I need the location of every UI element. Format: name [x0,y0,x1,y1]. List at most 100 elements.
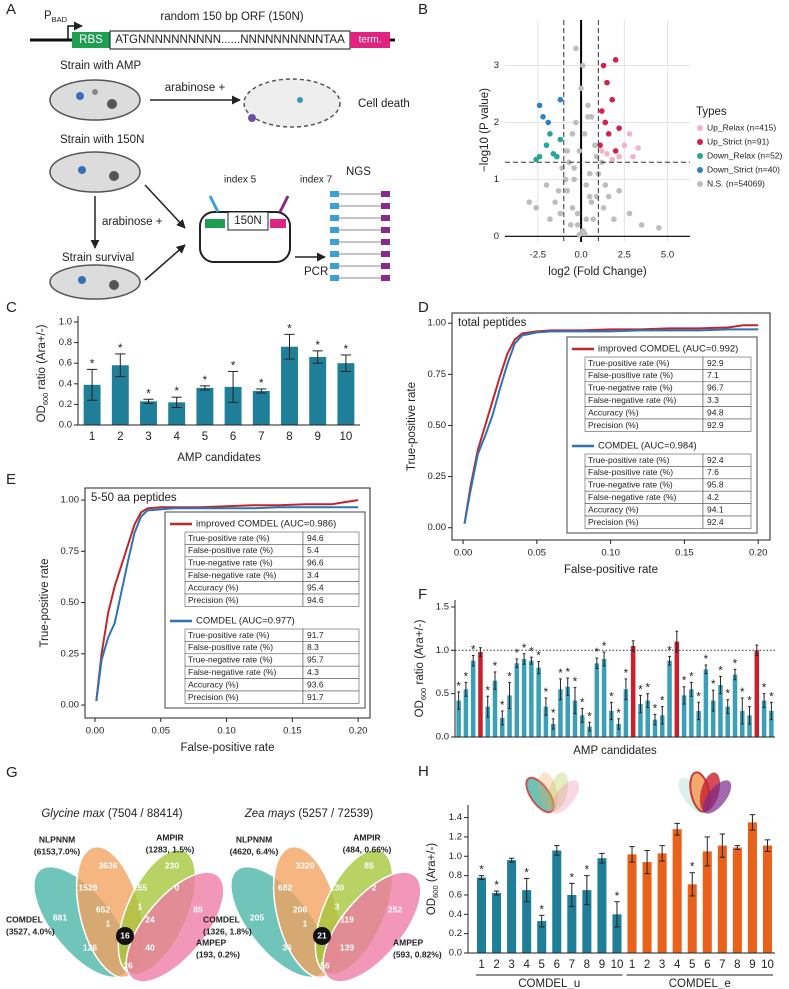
title-part: (5257 / 72539) [295,808,373,820]
bar [252,391,270,425]
table-row-label: True-positive rate (%) [588,358,670,368]
bar [550,723,556,737]
bar [477,877,487,953]
cell-dot [92,89,98,95]
venn-title: Zea mays (5257 / 72539) [244,808,374,820]
curve [95,506,359,702]
y-axis-label: True-positive rate [39,558,51,647]
y-tick-label: 0.00 [428,522,447,533]
bar [522,890,532,953]
significance-mark: * [287,323,292,335]
region-count: 3 [335,901,340,911]
table-row-label: Accuracy (%) [588,504,639,514]
point [583,182,590,188]
point [609,156,615,163]
bar [507,860,517,953]
x-tick-label: 3 [145,431,151,443]
point [605,131,612,137]
venn-core [116,927,134,945]
x-tick-label: 5 [689,959,695,971]
region-count: 652 [96,904,110,914]
point [526,199,533,205]
table-value: 94.6 [307,595,324,605]
point [533,156,539,163]
legend-title: Types [696,106,727,118]
legend-label: Down_Strict (n=40) [707,164,780,174]
x-tick-label: 0.00 [454,548,473,559]
bar [140,401,157,425]
legend-swatch [697,153,703,159]
venn-core [313,927,331,945]
set-info: (4620, 6.4%) [230,846,279,856]
x-tick-label: 0.20 [349,726,368,737]
x-tick-label: 2 [493,959,499,971]
title-part: (7504 / 88414) [105,808,183,820]
point [557,210,564,217]
promoter-label: PBAD [44,10,68,24]
significance-mark: * [551,708,556,720]
point [567,222,574,228]
x-tick-label: 0.15 [675,548,694,559]
region-count: 139 [340,942,354,952]
point [616,153,622,160]
label-part: (Ara+/-) [426,843,438,886]
bar [111,365,129,425]
point [574,210,581,217]
region-count: 255 [133,882,147,892]
bar [616,723,621,737]
outcome-label: Cell death [358,98,410,110]
cell-dot [248,114,256,122]
bar [537,921,547,953]
x-tick-label: 0.05 [152,726,171,737]
significance-mark: * [585,865,590,877]
bar [681,695,687,737]
significance-mark: * [667,645,672,657]
table-row-label: True-negative rate (%) [188,655,273,665]
y-tick-label: 0.50 [61,597,80,608]
y-tick-label: 0.75 [428,369,447,380]
x-tick-label: 10 [761,959,774,971]
x-tick-label: 4 [674,959,681,971]
table-row-label: Accuracy (%) [588,407,639,417]
bar [717,845,727,953]
panel-label: A [6,1,16,18]
bar [761,700,767,737]
significance-mark: * [507,671,512,683]
table-row-label: False-negative rate (%) [188,570,277,580]
legend-label: improved COMDEL (AUC=0.986) [196,519,336,530]
point [612,148,619,154]
table-row-label: False-negative rate (%) [588,492,677,502]
point [571,165,577,171]
point [583,216,590,223]
significance-mark: * [544,687,549,699]
table-value: 4.3 [307,667,319,677]
point [569,205,576,211]
x-tick-label: 8 [584,959,590,971]
set-name: AMPIR [156,832,183,842]
panel-a: A PBAD random 150 bp ORF (150N) RBS ATGN… [6,1,410,300]
set-info: (193, 0.2%) [196,949,240,959]
cell [49,264,141,300]
rbs-box [205,219,225,228]
table-value: 8.3 [307,642,319,652]
table-value: 92.4 [707,455,724,465]
table-value: 94.6 [307,533,324,543]
label-part: ratio (Ara+/-) [414,619,426,687]
significance-mark: * [174,386,179,398]
table-value: 92.9 [707,358,724,368]
point [580,62,586,69]
x-tick-label: 0.00 [86,726,105,737]
panel-label: G [6,764,18,781]
x-tick-label: 0.15 [283,726,302,737]
x-tick-label: 7 [258,431,264,443]
y-tick-label: 1.4 [449,812,462,823]
venn-set [125,871,225,983]
point [571,176,577,183]
title-part: Glycine max [41,808,106,820]
y-tick-label: 1.5 [436,601,449,612]
bar [500,717,505,737]
legend-label: COMDEL (AUC=0.984) [598,441,697,452]
point [605,193,612,200]
bar [492,893,502,953]
point [638,222,645,228]
